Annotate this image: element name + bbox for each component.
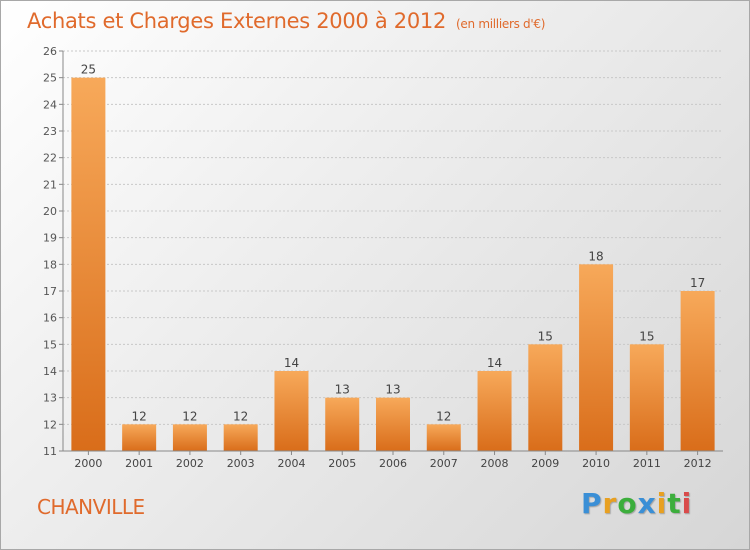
bar-2009 — [528, 344, 563, 451]
bar-2005 — [325, 397, 360, 451]
bar-2011 — [629, 344, 664, 451]
logo-letter: P — [581, 487, 603, 520]
bar-2002 — [172, 424, 207, 451]
title-text: Achats et Charges Externes 2000 à 2012 — [27, 9, 447, 33]
x-tick-label: 2001 — [125, 457, 153, 470]
y-tick-label: 17 — [43, 285, 57, 298]
logo-letter: t — [667, 487, 682, 520]
bar-2003 — [223, 424, 258, 451]
bar-2007 — [426, 424, 461, 451]
y-tick-label: 23 — [43, 125, 57, 138]
axes — [59, 50, 723, 455]
y-tick-label: 12 — [43, 418, 57, 431]
x-tick-label: 2000 — [74, 457, 102, 470]
bar-2001 — [122, 424, 157, 451]
y-tick-label: 13 — [43, 392, 57, 405]
data-label: 17 — [690, 276, 705, 290]
y-tick-label: 25 — [43, 72, 57, 85]
data-label: 14 — [487, 356, 502, 370]
data-label: 12 — [132, 409, 147, 423]
x-tick-label: 2003 — [227, 457, 255, 470]
x-tick-label: 2011 — [633, 457, 661, 470]
proxiti-logo: Proxiti — [581, 487, 692, 520]
data-label: 12 — [233, 409, 248, 423]
data-label: 12 — [436, 409, 451, 423]
x-tick-label: 2007 — [430, 457, 458, 470]
bar-2012 — [680, 291, 715, 451]
y-tick-label: 19 — [43, 232, 57, 245]
x-tick-label: 2012 — [684, 457, 712, 470]
logo-letter: r — [602, 487, 618, 520]
x-tick-label: 2008 — [481, 457, 509, 470]
y-tick-label: 18 — [43, 258, 57, 271]
x-tick-label: 2005 — [328, 457, 356, 470]
y-tick-label: 15 — [43, 338, 57, 351]
x-tick-label: 2002 — [176, 457, 204, 470]
x-tick-label: 2006 — [379, 457, 407, 470]
x-tick-label: 2010 — [582, 457, 610, 470]
logo-letter: x — [637, 487, 657, 520]
data-label: 15 — [639, 329, 654, 343]
y-tick-label: 14 — [43, 365, 57, 378]
commune-name: CHANVILLE — [37, 495, 145, 519]
y-tick-label: 21 — [43, 178, 57, 191]
data-label: 15 — [538, 329, 553, 343]
logo-letter: i — [681, 487, 693, 520]
logo-letter: i — [656, 487, 668, 520]
x-tick-label: 2004 — [277, 457, 305, 470]
logo-letter: o — [617, 487, 638, 520]
bar-2006 — [376, 397, 410, 451]
bar-2000 — [71, 77, 106, 452]
chart-subtitle: (en milliers d'€) — [456, 17, 546, 31]
x-tick-label: 2009 — [531, 457, 559, 470]
data-label: 25 — [81, 63, 96, 77]
y-tick-label: 22 — [43, 152, 57, 165]
bar-2010 — [579, 264, 614, 451]
data-label: 18 — [588, 249, 603, 263]
y-tick-label: 16 — [43, 312, 57, 325]
y-tick-label: 11 — [43, 445, 57, 458]
chart-title: Achats et Charges Externes 2000 à 2012 (e… — [27, 9, 545, 33]
bar-2008 — [477, 371, 512, 451]
y-tick-label: 26 — [43, 45, 57, 58]
y-tick-label: 20 — [43, 205, 57, 218]
y-tick-label: 24 — [43, 98, 57, 111]
labels: 11 12 13 14 15 16 17 18 19 20 21 22 23 24 25 26 25 2000 12… — [43, 45, 712, 470]
data-label: 12 — [182, 409, 197, 423]
data-label: 13 — [335, 383, 350, 397]
data-label: 13 — [385, 383, 400, 397]
bar-2004 — [274, 371, 309, 451]
data-label: 14 — [284, 356, 299, 370]
bars — [71, 77, 715, 452]
